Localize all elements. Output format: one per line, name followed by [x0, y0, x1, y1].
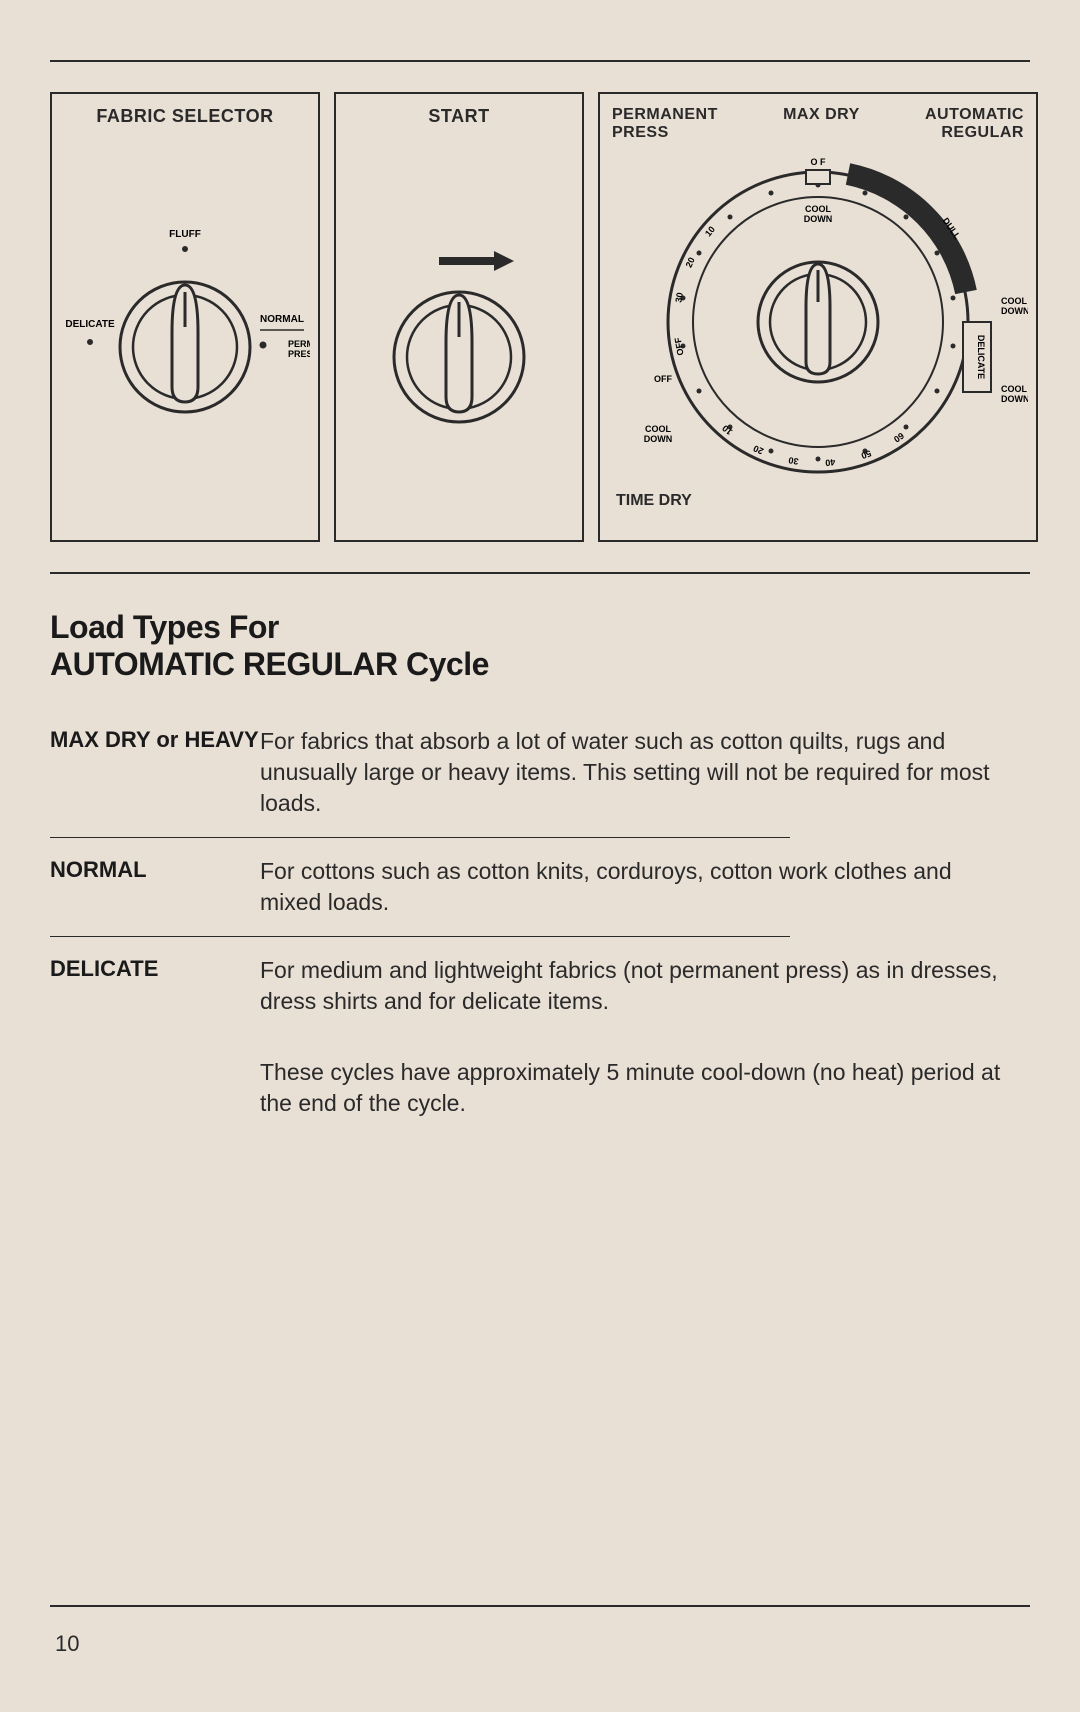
section-title-line2: AUTOMATIC REGULAR Cycle	[50, 646, 489, 682]
desc-normal: For cottons such as cotton knits, cordur…	[260, 856, 1030, 918]
desc-maxdry: For fabrics that absorb a lot of water s…	[260, 726, 1030, 819]
panel3-title-row: PERMANENT PRESS MAX DRY AUTOMATIC REGULA…	[608, 106, 1028, 142]
control-panels: FABRIC SELECTOR FLUFF DELICATE NORMAL PE…	[50, 92, 1030, 542]
cycle-dial: O F HEAVY NORMAL COOL DOWN COOL DOWN DEL…	[608, 142, 1028, 502]
cycle-panel: PERMANENT PRESS MAX DRY AUTOMATIC REGULA…	[598, 92, 1038, 542]
start-knob-wrap	[344, 167, 574, 447]
label-normal: NORMAL	[50, 856, 260, 918]
auto-title: AUTOMATIC	[925, 106, 1024, 124]
off-ml: OFF	[654, 374, 672, 384]
panel2-title: START	[428, 106, 489, 127]
fabric-selector-panel: FABRIC SELECTOR FLUFF DELICATE NORMAL PE…	[50, 92, 320, 542]
delicate-text: DELICATE	[976, 335, 986, 379]
n10l: 10	[703, 224, 717, 238]
label-maxdry: MAX DRY or HEAVY	[50, 726, 260, 819]
page-number: 10	[55, 1631, 79, 1657]
panel1-title: FABRIC SELECTOR	[96, 106, 273, 127]
fabric-knob-wrap: FLUFF DELICATE NORMAL PERM PRESS	[60, 187, 310, 447]
perm-press-title: PERMANENT	[612, 106, 718, 124]
n50: 50	[860, 448, 873, 461]
n30l: 30	[673, 292, 685, 304]
section-title-line1: Load Types For	[50, 609, 279, 645]
row-maxdry: MAX DRY or HEAVY For fabrics that absorb…	[50, 708, 1030, 837]
cool2: COOL	[1001, 296, 1028, 306]
fluff-dot	[182, 246, 188, 252]
footnote: These cycles have approximately 5 minute…	[260, 1057, 1030, 1119]
delicate-label: DELICATE	[65, 319, 115, 330]
start-dial	[344, 167, 574, 447]
perm-press-title2: PRESS	[612, 124, 718, 142]
cool3: COOL	[1001, 384, 1028, 394]
off-top: O F	[811, 157, 827, 167]
cool4b: DOWN	[644, 434, 673, 444]
perm-dot	[260, 342, 267, 349]
n40: 40	[825, 457, 836, 468]
cool1: COOL	[805, 204, 832, 214]
fluff-label: FLUFF	[169, 229, 201, 240]
n20b: 20	[752, 443, 765, 456]
cool2b: DOWN	[1001, 306, 1028, 316]
bottom-rule	[50, 1605, 1030, 1607]
label-delicate: DELICATE	[50, 955, 260, 1017]
row-normal: NORMAL For cottons such as cotton knits,…	[50, 838, 1030, 936]
perm-label-2: PRESS	[288, 349, 310, 359]
perm-label-1: PERM	[288, 339, 310, 349]
start-arrow	[439, 251, 514, 271]
mid-rule	[50, 572, 1030, 574]
start-panel: START	[334, 92, 584, 542]
normal-label: NORMAL	[260, 314, 304, 325]
n20l: 20	[684, 256, 697, 269]
row-delicate: DELICATE For medium and lightweight fabr…	[50, 937, 1030, 1035]
n10b: 10	[720, 423, 734, 437]
n30b: 30	[788, 455, 800, 467]
section-title: Load Types For AUTOMATIC REGULAR Cycle	[50, 609, 1030, 683]
max-dry-title: MAX DRY	[783, 106, 860, 124]
desc-delicate: For medium and lightweight fabrics (not …	[260, 955, 1030, 1017]
cool3b: DOWN	[1001, 394, 1028, 404]
top-rule	[50, 60, 1030, 62]
cool4: COOL	[645, 424, 672, 434]
auto-title2: REGULAR	[925, 124, 1024, 142]
delicate-dot	[87, 339, 93, 345]
time-dry-label: TIME DRY	[616, 492, 692, 510]
fabric-selector-dial: FLUFF DELICATE NORMAL PERM PRESS	[60, 187, 310, 447]
cool1b: DOWN	[804, 214, 833, 224]
off-notch-top	[806, 170, 830, 184]
n60: 60	[892, 431, 906, 445]
nOFF-l: OFF	[673, 336, 686, 356]
